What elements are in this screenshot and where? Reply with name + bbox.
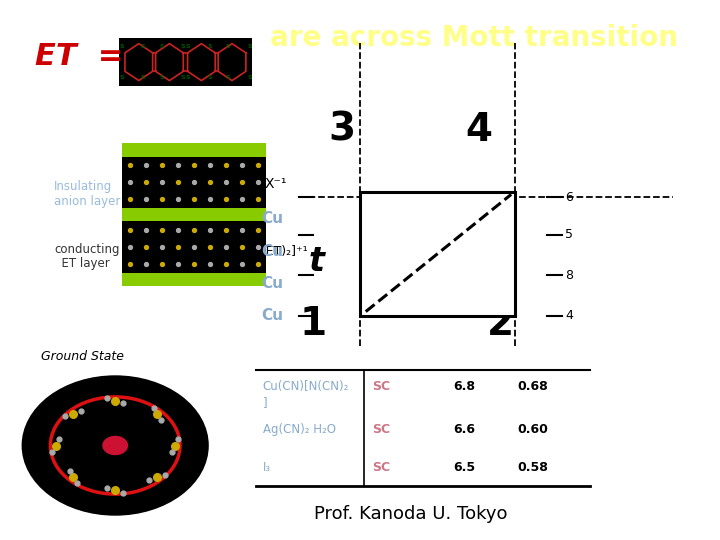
Text: 6.5: 6.5	[454, 461, 475, 474]
Text: Cu: Cu	[261, 276, 283, 291]
Text: S: S	[181, 44, 185, 49]
Text: conducting
  ET layer: conducting ET layer	[54, 242, 120, 271]
Bar	[122, 221, 266, 273]
Text: S: S	[225, 44, 230, 49]
Text: S: S	[247, 75, 252, 80]
Text: X⁻¹: X⁻¹	[265, 177, 287, 191]
Text: 6.6: 6.6	[454, 423, 475, 436]
Text: 8: 8	[565, 269, 573, 282]
Text: 0.68: 0.68	[518, 380, 548, 393]
Text: S: S	[207, 44, 212, 49]
Text: S: S	[225, 75, 230, 80]
Bar	[122, 208, 266, 221]
Text: S: S	[140, 75, 145, 80]
Text: Cu(CN)[N(CN)₂: Cu(CN)[N(CN)₂	[263, 380, 349, 393]
Text: Ag(CN)₂ H₂O: Ag(CN)₂ H₂O	[263, 423, 336, 436]
Text: S: S	[247, 44, 252, 49]
Text: S: S	[181, 75, 185, 80]
Text: S: S	[119, 75, 124, 80]
Text: Cu: Cu	[261, 308, 283, 323]
Text: SC: SC	[372, 380, 391, 393]
Text: 4: 4	[565, 309, 573, 322]
Text: S: S	[159, 44, 163, 49]
Text: 1: 1	[300, 305, 327, 343]
Circle shape	[102, 436, 128, 455]
Text: t: t	[309, 245, 325, 279]
Text: Prof. Kanoda U. Tokyo: Prof. Kanoda U. Tokyo	[314, 505, 507, 523]
Text: ET  =: ET =	[35, 42, 123, 71]
Text: are across Mott transition: are across Mott transition	[270, 24, 678, 52]
Text: SC: SC	[372, 423, 391, 436]
Text: S: S	[186, 44, 190, 49]
Text: 4: 4	[465, 111, 492, 148]
Bar	[122, 143, 266, 157]
Text: Insulating
anion layer: Insulating anion layer	[54, 180, 120, 208]
Text: ]: ]	[263, 396, 267, 409]
Text: 0.58: 0.58	[518, 461, 548, 474]
Text: 3: 3	[328, 111, 356, 148]
Text: [k-(ET)₂]⁺¹: [k-(ET)₂]⁺¹	[245, 245, 308, 258]
Text: S: S	[207, 75, 212, 80]
Text: Ground State: Ground State	[41, 350, 125, 363]
Text: 0.60: 0.60	[518, 423, 548, 436]
Text: 5: 5	[565, 228, 573, 241]
Bar	[360, 192, 515, 316]
Circle shape	[22, 375, 209, 516]
Text: I₃: I₃	[263, 461, 271, 474]
Text: Cu: Cu	[261, 244, 283, 259]
Text: Cu: Cu	[261, 211, 283, 226]
Bar	[122, 157, 266, 208]
Text: 6: 6	[565, 191, 573, 204]
Text: S: S	[140, 44, 145, 49]
Bar	[119, 38, 252, 86]
Text: S: S	[159, 75, 163, 80]
Text: S: S	[119, 44, 124, 49]
Bar	[122, 273, 266, 286]
Text: 2: 2	[487, 305, 514, 343]
Text: t’: t’	[400, 218, 428, 252]
Text: S: S	[186, 75, 190, 80]
Text: SC: SC	[372, 461, 391, 474]
Text: 6.8: 6.8	[454, 380, 475, 393]
